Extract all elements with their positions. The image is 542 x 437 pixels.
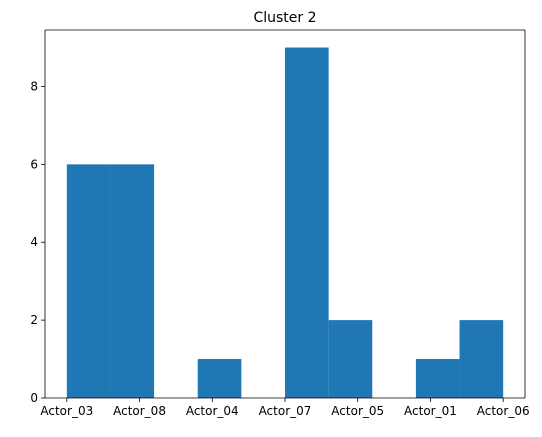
x-tick-label: Actor_05 <box>331 404 384 418</box>
histogram-bar <box>66 164 111 398</box>
x-tick-label: Actor_03 <box>40 404 93 418</box>
y-axis-ticks: 0 2 4 6 8 <box>30 79 45 405</box>
x-tick-label: Actor_06 <box>477 404 530 418</box>
histogram-bar <box>197 359 242 398</box>
histogram-bar <box>415 359 460 398</box>
y-tick-label: 2 <box>30 313 38 327</box>
y-tick-label: 8 <box>30 79 38 93</box>
x-tick-label: Actor_04 <box>186 404 239 418</box>
x-tick-label: Actor_08 <box>113 404 166 418</box>
histogram-bar <box>328 320 373 398</box>
y-tick-label: 6 <box>30 157 38 171</box>
bars-layer <box>66 47 504 399</box>
histogram-bar <box>459 320 504 398</box>
chart-title: Cluster 2 <box>253 10 316 26</box>
y-tick-label: 4 <box>30 235 38 249</box>
x-axis-ticks: Actor_03 Actor_08 Actor_04 Actor_07 Actor_05… <box>40 398 530 418</box>
axes-layer <box>44 29 526 399</box>
y-tick-label: 0 <box>30 391 38 405</box>
x-tick-label: Actor_01 <box>404 404 457 418</box>
histogram-bar <box>285 47 329 399</box>
x-tick-label: Actor_07 <box>259 404 312 418</box>
histogram-bar <box>110 164 155 398</box>
